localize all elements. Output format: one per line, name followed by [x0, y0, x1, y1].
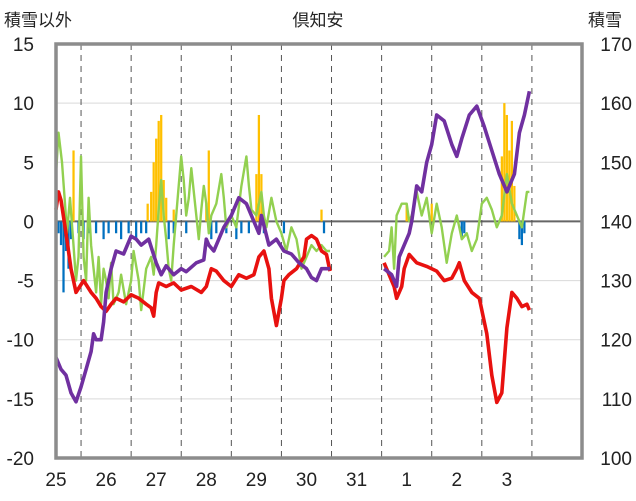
negative-bar — [167, 221, 170, 240]
right-tick-label: 150 — [600, 153, 632, 174]
x-tick-label: 1 — [401, 470, 412, 491]
negative-bar — [518, 221, 521, 240]
snowfall-bar — [405, 203, 408, 222]
bar-series — [57, 103, 526, 293]
negative-bar — [172, 221, 175, 234]
snowfall-bar — [155, 138, 158, 222]
snowfall-bar — [505, 114, 508, 222]
plot-frame — [54, 42, 584, 460]
negative-bar — [523, 221, 526, 234]
right-axis-ticks: 170 160 150 140 130 120 110 100 — [600, 35, 632, 470]
snowfall-bar — [172, 209, 175, 222]
right-tick-label: 120 — [600, 331, 632, 352]
left-axis-label: 積雪以外 — [4, 11, 72, 31]
snowfall-bar — [72, 150, 75, 222]
snowfall-bar — [257, 114, 261, 222]
x-tick-label: 28 — [196, 470, 217, 491]
left-tick-label: -15 — [7, 390, 34, 411]
negative-bar — [59, 221, 63, 246]
left-axis-ticks: 15 10 5 0 -5 -10 -15 -20 — [7, 35, 34, 470]
snowfall-bar — [510, 120, 513, 222]
negative-bar — [145, 221, 148, 234]
negative-bar — [62, 221, 65, 293]
negative-bar — [135, 221, 138, 240]
snowfall-bar — [160, 114, 163, 222]
negative-bar — [185, 221, 188, 234]
x-tick-label: 27 — [146, 470, 167, 491]
series-line — [382, 252, 532, 405]
negative-bar — [69, 221, 73, 240]
negative-bar — [463, 221, 466, 234]
negative-bar — [322, 221, 326, 234]
negative-bar — [520, 221, 524, 246]
snowfall-bar — [320, 209, 323, 222]
negative-bar — [57, 221, 60, 234]
grid-lines — [56, 44, 582, 458]
negative-bar — [247, 221, 250, 234]
negative-bar — [119, 221, 123, 240]
snowfall-bar — [165, 197, 168, 222]
left-tick-label: 10 — [13, 94, 34, 115]
series-line — [382, 90, 532, 289]
x-tick-label: 31 — [346, 470, 367, 491]
negative-bar — [127, 221, 130, 234]
snowfall-bar — [146, 203, 149, 222]
x-tick-label: 30 — [296, 470, 317, 491]
left-tick-label: 5 — [23, 153, 34, 174]
snowfall-bar — [150, 191, 153, 222]
right-tick-label: 160 — [600, 94, 632, 115]
snowfall-bar — [157, 120, 160, 222]
right-tick-label: 140 — [600, 212, 632, 233]
right-tick-label: 110 — [602, 390, 632, 411]
negative-bar — [94, 221, 98, 234]
negative-bar — [282, 221, 286, 234]
left-tick-label: 15 — [13, 35, 34, 56]
negative-bar — [215, 221, 218, 234]
right-tick-label: 170 — [600, 35, 632, 56]
x-tick-label: 25 — [45, 470, 66, 491]
series-line — [54, 131, 330, 312]
right-axis-label: 積雪 — [588, 11, 622, 31]
series-line — [54, 196, 330, 404]
x-axis-ticks: 25 26 27 28 29 30 31 1 2 3 — [45, 470, 512, 491]
snowfall-bar — [430, 203, 433, 222]
series-line — [383, 172, 530, 270]
negative-bar — [114, 221, 118, 234]
negative-bar — [235, 221, 238, 240]
left-tick-label: -20 — [7, 449, 34, 470]
snowfall-bar — [255, 174, 258, 222]
line-series — [54, 90, 532, 405]
left-tick-label: -10 — [7, 331, 34, 352]
series-line — [54, 190, 332, 328]
x-tick-label: 29 — [246, 470, 267, 491]
snowfall-bar — [503, 103, 506, 222]
snowfall-bar — [152, 162, 155, 222]
negative-bar — [210, 221, 213, 240]
snowfall-bar — [513, 185, 516, 222]
x-tick-label: 3 — [502, 470, 513, 491]
left-tick-label: 0 — [23, 212, 34, 233]
negative-bar — [102, 221, 105, 240]
left-tick-label: -5 — [17, 272, 34, 293]
x-tick-label: 26 — [96, 470, 117, 491]
right-tick-label: 130 — [600, 272, 632, 293]
negative-bar — [107, 221, 110, 234]
chart-title: 倶知安 — [293, 11, 344, 31]
negative-bar — [140, 221, 143, 234]
negative-bar — [460, 221, 463, 240]
snowfall-bar — [207, 150, 210, 222]
right-tick-label: 100 — [600, 449, 632, 470]
x-tick-label: 2 — [451, 470, 462, 491]
negative-bar — [240, 221, 243, 234]
snowfall-bar — [500, 156, 503, 222]
